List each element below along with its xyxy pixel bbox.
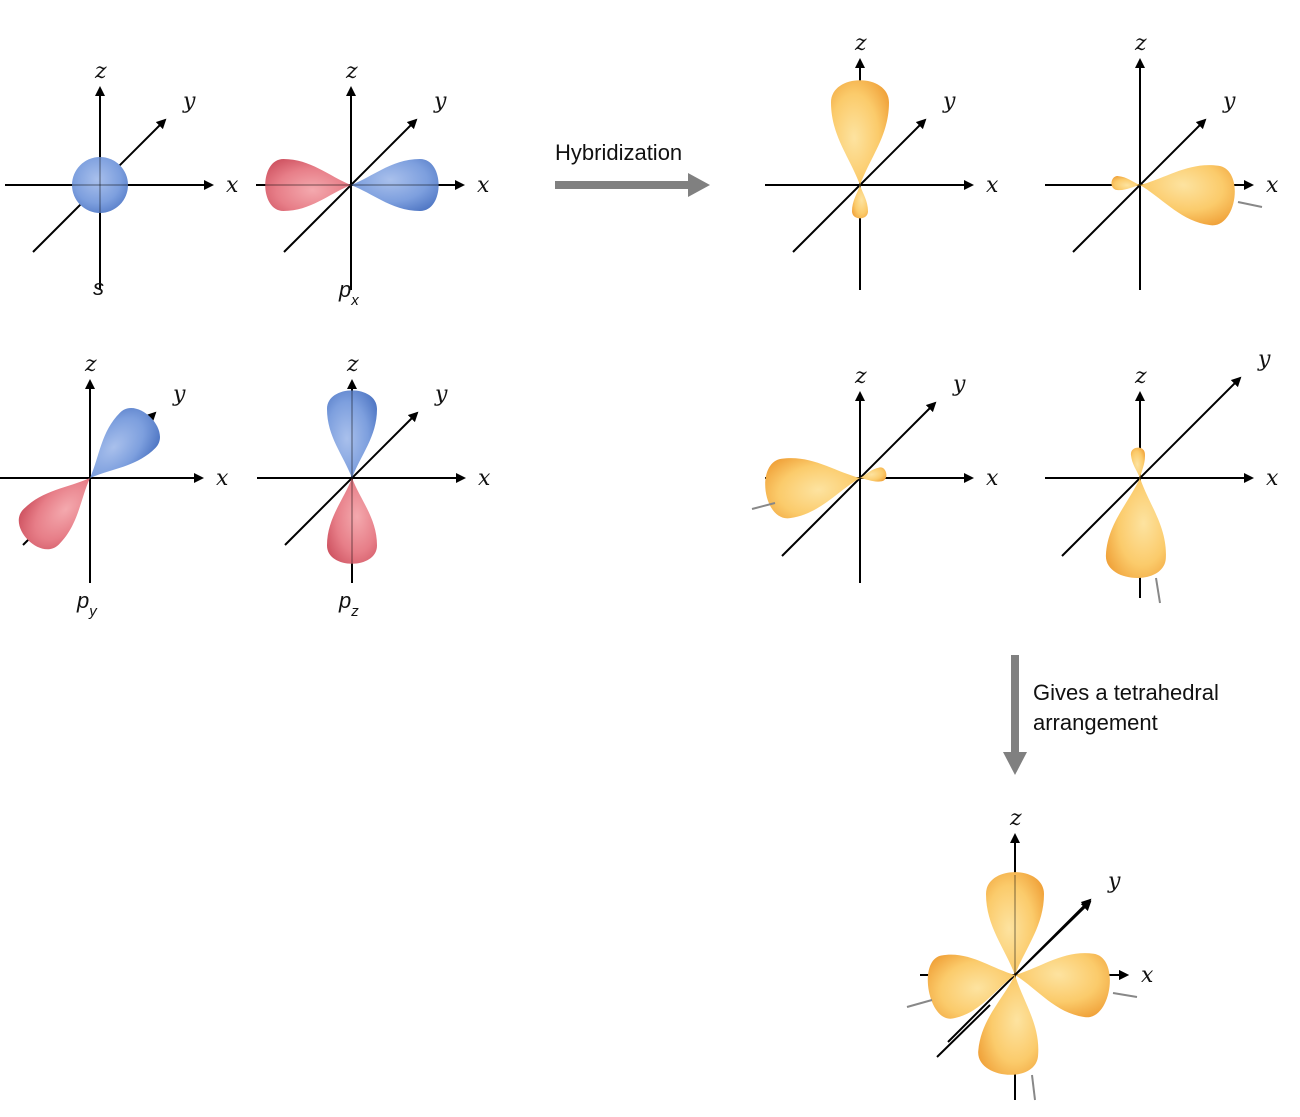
sp3-orbital-3-panel: z y x xyxy=(751,364,999,583)
tetrahedral-lobe-down xyxy=(978,975,1039,1075)
z-axis-label: z xyxy=(1134,364,1147,389)
x-axis-label: x xyxy=(1266,466,1279,491)
s-orbital-sphere xyxy=(72,157,128,213)
sp3-orbital-2-panel: z y x xyxy=(1045,31,1279,290)
y-axis-label: y xyxy=(1107,869,1121,894)
sp3-orbital-1-panel: z y x xyxy=(765,31,999,290)
orbital-label-s: s xyxy=(93,275,104,300)
y-axis-label: y xyxy=(1257,347,1271,372)
orbital-label-py: py xyxy=(76,588,98,620)
z-axis-label: z xyxy=(854,31,867,56)
s-orbital-panel: z y x xyxy=(5,59,239,290)
tetrahedral-label-line1: Gives a tetrahedral xyxy=(1033,680,1219,705)
sp3-orbital-4-panel: z y x xyxy=(1045,347,1279,604)
orbital-label-px: px xyxy=(338,277,359,309)
y-axis-label: y xyxy=(434,382,448,407)
hybridization-arrow: Hybridization xyxy=(555,140,710,197)
tetrahedral-label-line2: arrangement xyxy=(1033,710,1158,735)
px-negative-lobe xyxy=(265,159,351,211)
tetrahedral-arrow: Gives a tetrahedral arrangement xyxy=(1003,655,1219,775)
y-axis-label: y xyxy=(1222,89,1236,114)
x-axis-label: x xyxy=(1266,173,1279,198)
y-axis-label: y xyxy=(172,382,186,407)
z-axis-label: z xyxy=(345,59,358,84)
z-axis-label: z xyxy=(84,352,97,377)
y-axis-label: y xyxy=(182,89,196,114)
y-axis-label: y xyxy=(433,89,447,114)
sp3-large-lobe xyxy=(765,458,860,519)
sp3-small-lobe xyxy=(1130,447,1145,478)
y-axis xyxy=(1061,376,1242,557)
px-orbital-panel: z y x xyxy=(256,59,490,290)
z-axis-label: z xyxy=(346,352,359,377)
py-positive-lobe xyxy=(90,408,160,478)
x-axis-label: x xyxy=(478,466,491,491)
z-axis-label: z xyxy=(854,364,867,389)
y-axis xyxy=(1072,118,1207,253)
z-axis-label: z xyxy=(1134,31,1147,56)
sp3-small-lobe xyxy=(852,185,868,219)
sp3-small-lobe xyxy=(1111,176,1140,191)
x-axis-label: x xyxy=(986,466,999,491)
sp3-large-lobe xyxy=(1140,165,1235,226)
sp3-small-lobe xyxy=(860,467,887,482)
py-negative-lobe xyxy=(18,478,90,550)
y-axis-label: y xyxy=(942,89,956,114)
x-axis-label: x xyxy=(226,173,239,198)
x-axis-label: x xyxy=(216,466,229,491)
y-axis xyxy=(792,118,927,253)
pz-negative-lobe xyxy=(327,478,377,564)
sp3-large-lobe xyxy=(1105,478,1166,578)
orbital-label-pz: pz xyxy=(338,588,359,620)
x-axis-label: x xyxy=(986,173,999,198)
pz-orbital-panel: z y x xyxy=(257,352,491,583)
hybridization-label: Hybridization xyxy=(555,140,682,165)
x-axis-label: x xyxy=(477,173,490,198)
sp3-large-lobe xyxy=(831,80,889,185)
y-axis xyxy=(781,401,937,557)
y-axis-label: y xyxy=(952,372,966,397)
tetrahedral-lobe-left xyxy=(927,954,1015,1019)
y-axis xyxy=(283,118,418,253)
tetrahedral-lobe-up xyxy=(986,872,1044,975)
tetrahedral-sp3-panel: z y x xyxy=(906,806,1154,1101)
py-orbital-panel: z y x xyxy=(0,352,229,583)
tetrahedral-lobe-right xyxy=(1015,953,1110,1018)
pz-positive-lobe xyxy=(327,390,377,478)
x-axis-label: x xyxy=(1141,963,1154,988)
y-axis xyxy=(284,411,419,546)
z-axis-label: z xyxy=(94,59,107,84)
z-axis-label: z xyxy=(1009,806,1022,831)
px-positive-lobe xyxy=(351,159,439,211)
